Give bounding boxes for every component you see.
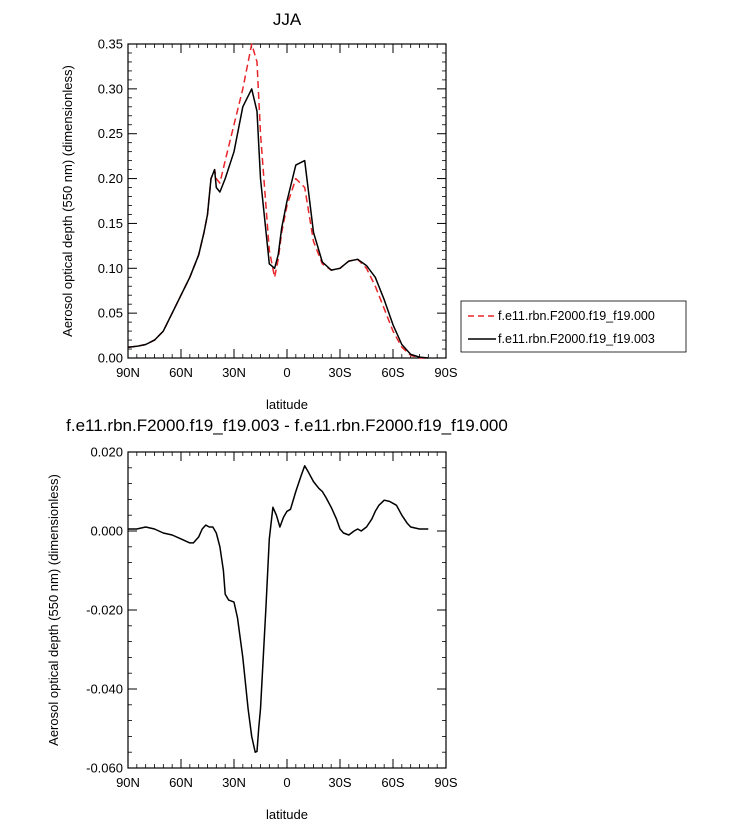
top-chart-xtick-label: 30S (328, 365, 351, 380)
top-chart-ylabel: Aerosol optical depth (550 nm) (dimensio… (60, 65, 75, 337)
bottom-plot-area: 90N 60N 30N 0 30S 60S 90S -0.060 -0.040 -0.020 0.0… (86, 445, 458, 791)
top-chart-xlabel: latitude (266, 397, 308, 412)
bottom-chart-ytick-label: 0.000 (90, 524, 123, 539)
bottom-chart-xtick-label: 0 (283, 775, 290, 790)
top-chart-ytick-label: 0.30 (98, 81, 123, 96)
legend-label-series-2: f.e11.rbn.F2000.f19_f19.003 (498, 332, 655, 346)
top-chart-xtick-label: 60S (381, 365, 404, 380)
bottom-chart-xtick-label: 60N (169, 775, 193, 790)
top-chart-series-line-2 (127, 88, 429, 359)
top-chart-xtick-label: 90N (116, 365, 140, 380)
top-chart-ytick-label: 0.35 (98, 37, 123, 52)
bottom-chart-ylabel: Aerosol optical depth (550 nm) (dimensio… (46, 474, 61, 746)
top-chart-xtick-label: 0 (283, 365, 290, 380)
top-chart-ytick-label: 0.05 (98, 306, 123, 321)
bottom-chart: f.e11.rbn.F2000.f19_f19.003 - f.e11.rbn.… (46, 416, 508, 822)
bottom-chart-xlabel: latitude (266, 807, 308, 822)
bottom-chart-xtick-label: 90S (434, 775, 457, 790)
top-chart-ytick-label: 0.20 (98, 171, 123, 186)
bottom-chart-series-line-1 (128, 465, 429, 753)
top-chart-ytick-label: 0.10 (98, 261, 123, 276)
top-chart-legend: f.e11.rbn.F2000.f19_f19.000 f.e11.rbn.F2… (460, 300, 687, 353)
bottom-chart-xtick-label: 30N (222, 775, 246, 790)
bottom-chart-ytick-label: 0.020 (90, 445, 123, 460)
top-chart-xtick-label: 60N (169, 365, 193, 380)
bottom-chart-ytick-label: -0.060 (86, 761, 123, 776)
bottom-chart-frame (127, 451, 447, 769)
legend-label-series-1: f.e11.rbn.F2000.f19_f19.000 (498, 309, 655, 323)
top-chart-ytick-label: 0.25 (98, 126, 123, 141)
top-plot-area: 90N 60N 30N 0 30S 60S 90S 0.00 0.05 0.10 0.15 0.20 0… (98, 37, 458, 381)
bottom-chart-title: f.e11.rbn.F2000.f19_f19.003 - f.e11.rbn.… (66, 416, 508, 435)
top-chart-ytick-label: 0.15 (98, 216, 123, 231)
top-chart-xtick-label: 30N (222, 365, 246, 380)
bottom-chart-ytick-label: -0.040 (86, 682, 123, 697)
bottom-chart-xtick-label: 60S (381, 775, 404, 790)
bottom-chart-ytick-label: -0.020 (86, 603, 123, 618)
top-chart-title: JJA (273, 10, 302, 29)
bottom-chart-xtick-label: 90N (116, 775, 140, 790)
top-chart-ytick-label: 0.00 (98, 351, 123, 366)
top-chart: JJA 90N 60N 30N 0 30S 60S 90S 0.00 0.05 0.10 0.15 0… (60, 10, 687, 412)
top-chart-xtick-label: 90S (434, 365, 457, 380)
bottom-chart-xtick-label: 30S (328, 775, 351, 790)
legend-box (460, 300, 687, 353)
